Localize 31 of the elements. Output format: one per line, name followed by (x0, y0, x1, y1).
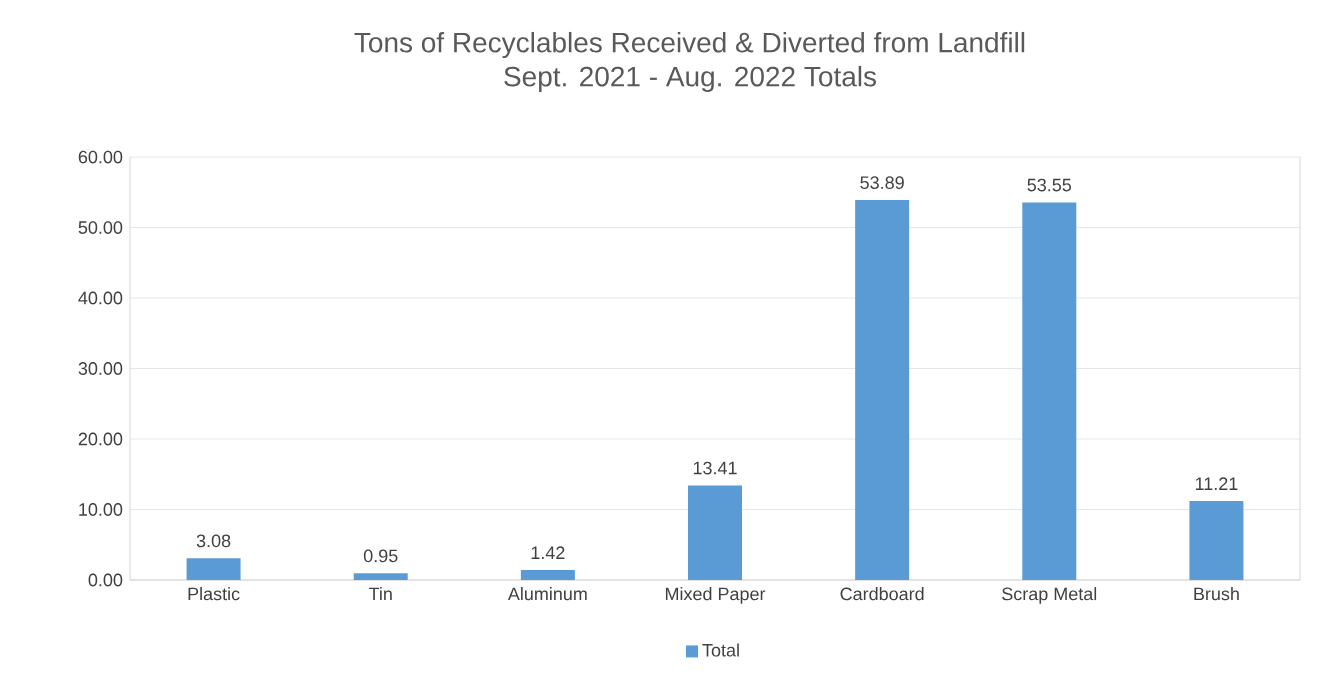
data-label: 0.95 (363, 549, 398, 563)
bar (186, 558, 241, 581)
x-tick-label: Mixed Paper (665, 587, 766, 604)
data-label: 1.42 (531, 546, 565, 559)
y-tick-label: 30.00 (78, 362, 123, 375)
bar (688, 485, 743, 581)
y-tick-label: 50.00 (78, 221, 123, 234)
data-label: 11.21 (1195, 477, 1238, 490)
y-tick-label: 20.00 (78, 432, 123, 446)
legend-label: Total (702, 643, 739, 657)
x-tick-label: Plastic (188, 587, 240, 601)
y-tick-label: 40.00 (78, 291, 123, 305)
chart-subtitle: Sept. 2021 - Aug. 2022 Totals (504, 65, 877, 93)
bar (1022, 202, 1077, 581)
x-tick-label: Cardboard (840, 587, 924, 601)
bar (855, 200, 910, 581)
y-tick-label: 10.00 (79, 503, 123, 516)
data-label: 3.08 (196, 534, 231, 548)
y-tick-label: 60.00 (78, 150, 123, 164)
data-label: 13.41 (693, 461, 737, 475)
y-tick-label: 0.00 (88, 573, 123, 587)
x-tick-label: Brush (1194, 587, 1239, 601)
bar (520, 569, 575, 581)
bar (1189, 500, 1244, 581)
x-tick-label: Tin (368, 587, 392, 601)
data-label: 53.55 (1027, 178, 1072, 192)
x-tick-label: Scrap Metal (1002, 587, 1097, 604)
bar (353, 573, 408, 581)
data-label: 53.89 (860, 176, 904, 190)
chart-title: Tons of Recyclables Received & Diverted from Landfill (354, 31, 1025, 59)
x-tick-label: Aluminum (507, 587, 587, 601)
